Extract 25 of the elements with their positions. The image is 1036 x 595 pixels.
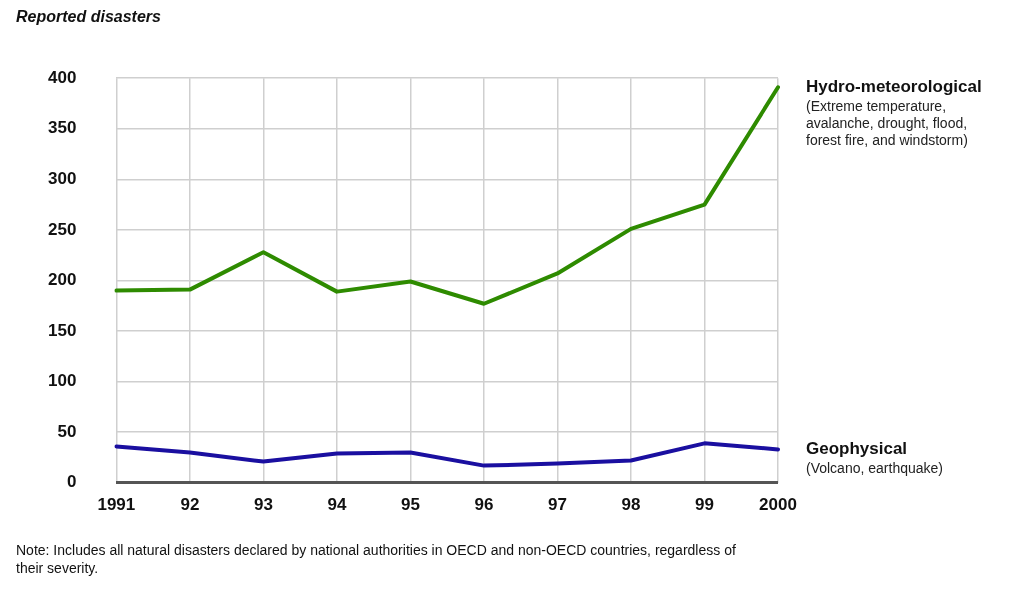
y-tick-label: 0 [66, 472, 77, 492]
series-label: Hydro-meteorological [806, 76, 982, 96]
y-tick-label: 100 [47, 371, 77, 391]
y-tick-label: 300 [47, 169, 77, 189]
x-tick-label: 95 [400, 494, 420, 514]
x-tick-label: 93 [253, 494, 273, 514]
y-tick-label: 200 [47, 270, 77, 290]
x-tick-label: 94 [327, 494, 347, 514]
annotation: (Extreme temperature, avalanche, drought, flood, forest fire, and windstorm) [806, 98, 968, 149]
y-axis-title: Reported disasters [16, 8, 162, 27]
x-tick-label: 99 [695, 494, 714, 514]
y-tick-label: 150 [47, 320, 77, 340]
x-tick-label: 2000 [759, 494, 797, 514]
x-tick-label: 98 [621, 494, 641, 514]
y-tick-label: 350 [47, 118, 77, 138]
y-tick-label: 50 [57, 421, 77, 441]
text: Note: Includes all natural disasters declared by national authorities in OECD and non-OECD countries, regardless of their severity. [16, 541, 736, 577]
x-tick-label: 97 [547, 494, 567, 514]
series-label: Geophysical [806, 439, 908, 459]
y-tick-label: 400 [47, 67, 77, 87]
x-tick-label: 1991 [97, 494, 136, 514]
annotation: (Volcano, earthquake) [806, 460, 943, 477]
y-tick-label: 250 [47, 219, 77, 239]
x-tick-label: 92 [180, 494, 200, 514]
x-tick-label: 96 [474, 494, 494, 514]
